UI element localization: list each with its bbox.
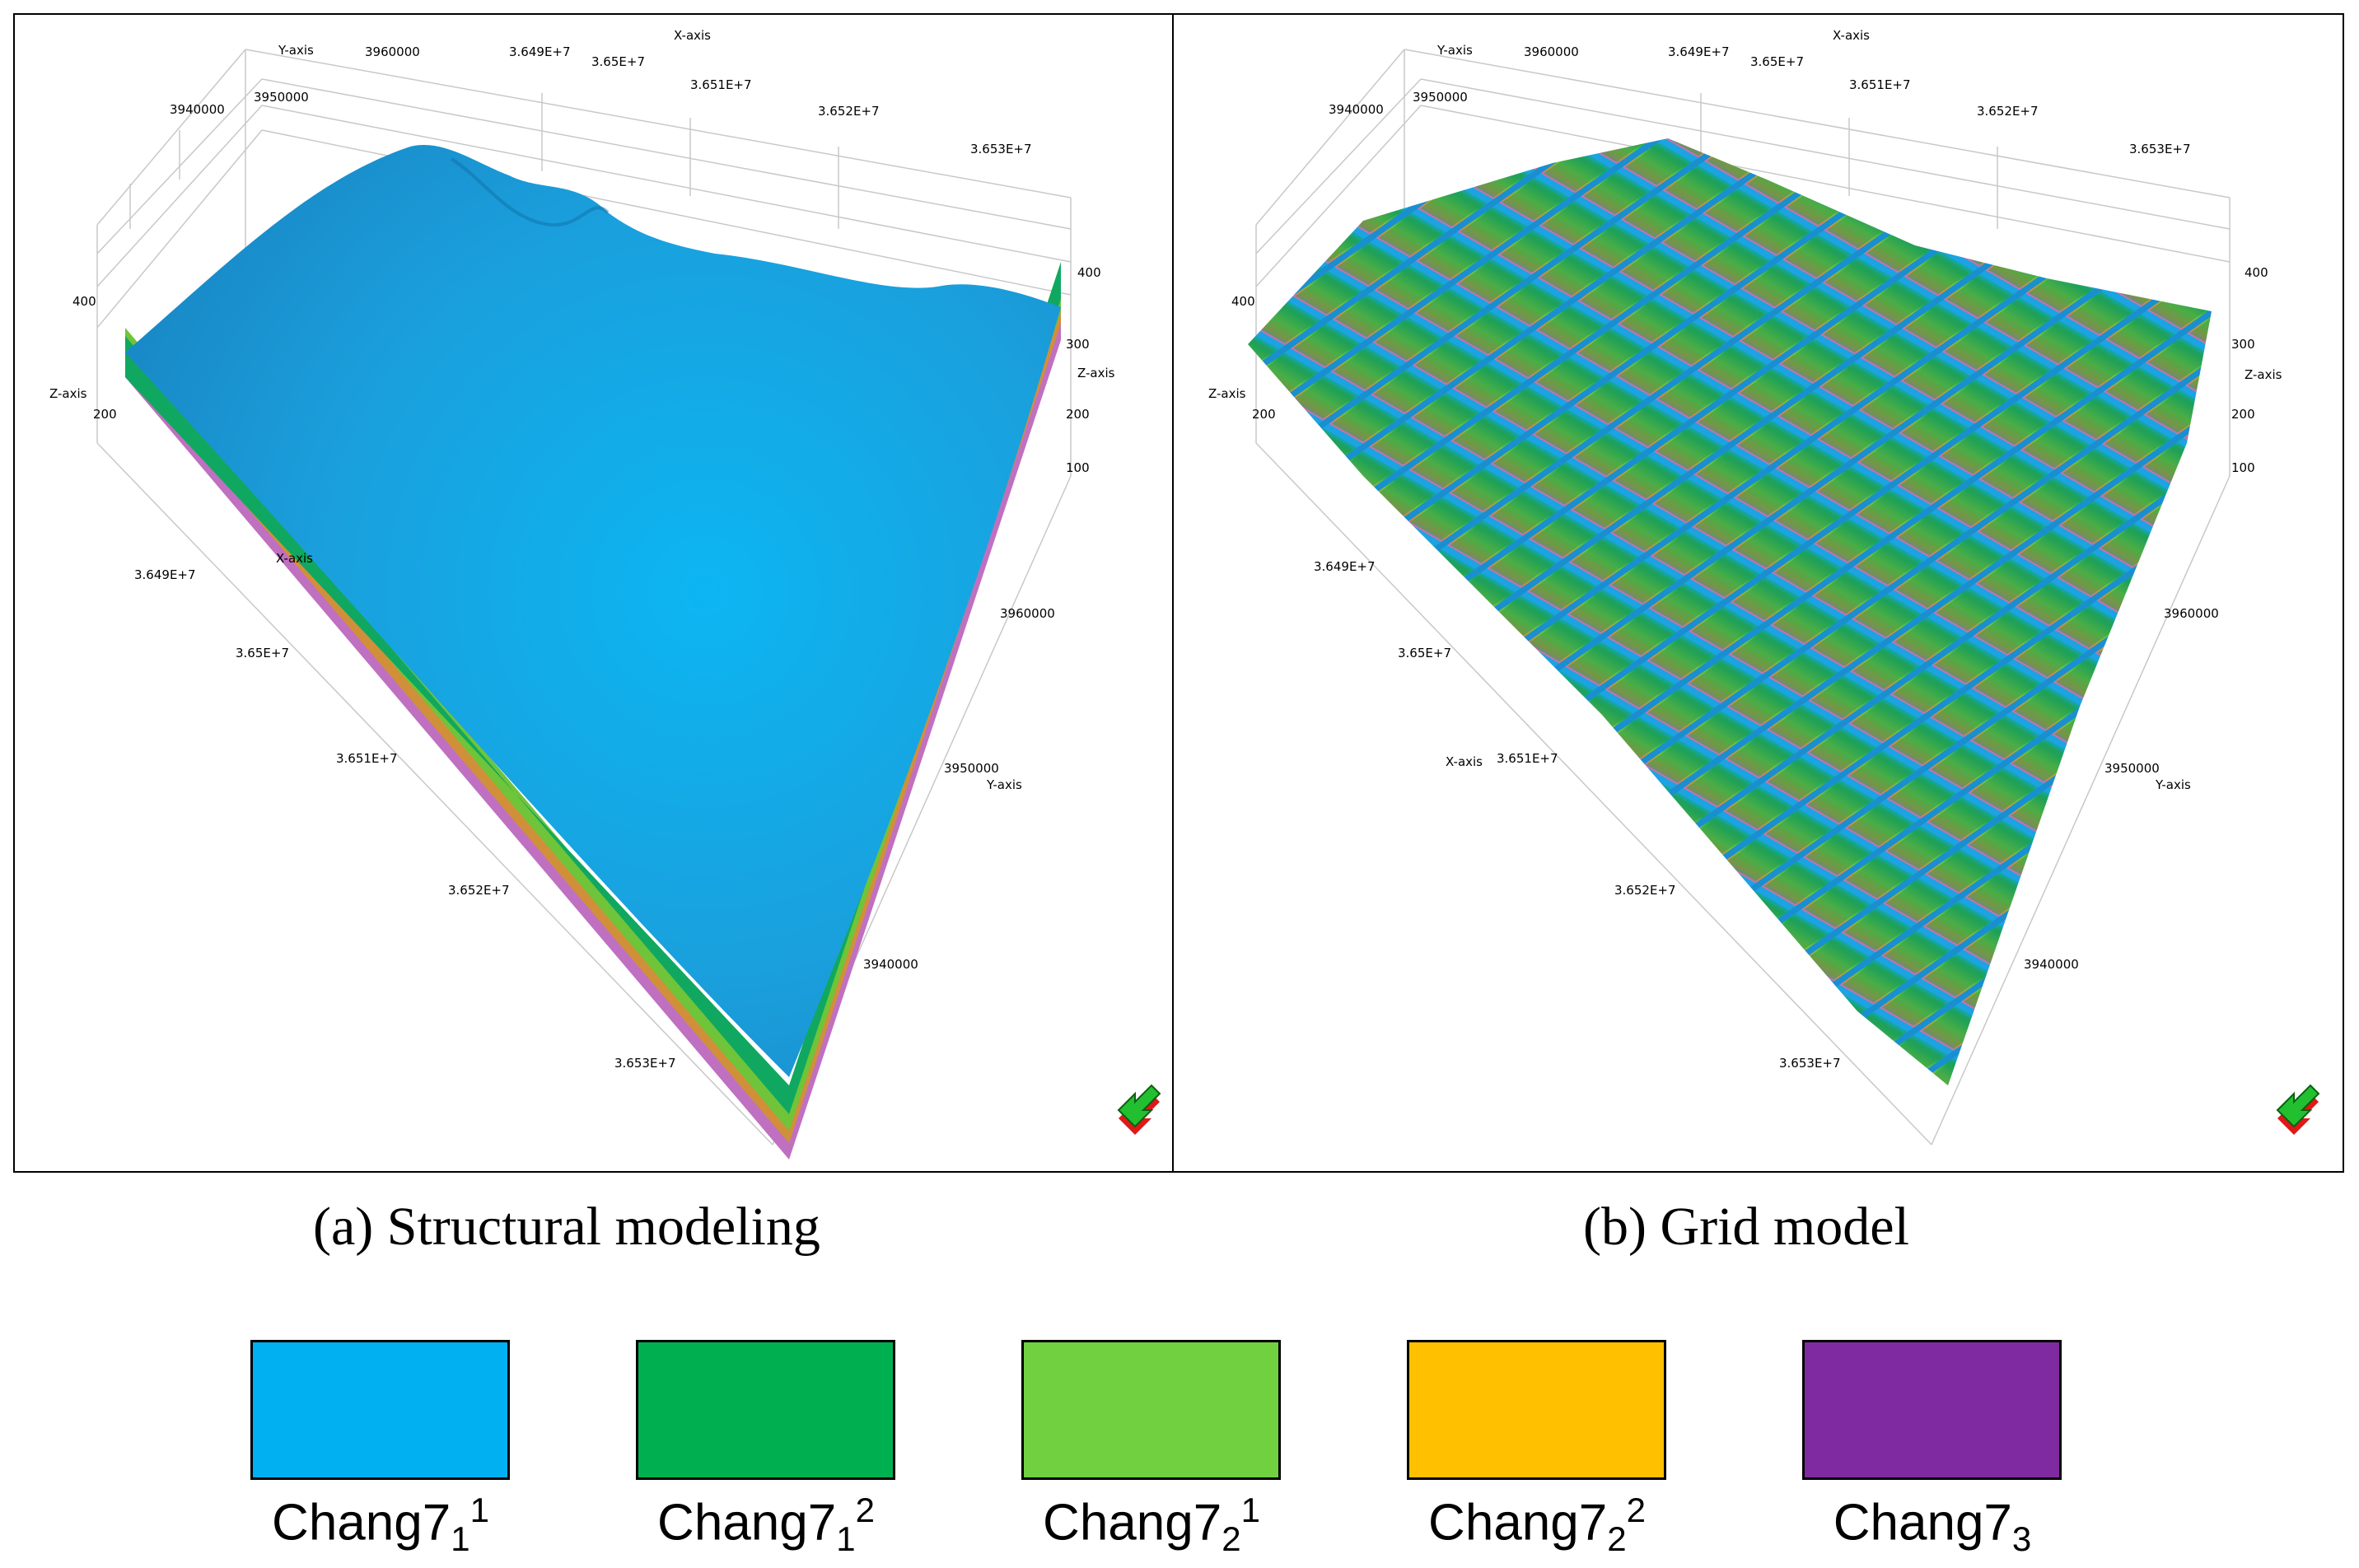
y-axis-label-front: Y-axis [2155, 777, 2191, 792]
panel-structural-model: Y-axis X-axis Z-axis X-axis Y-axis Z-axi… [13, 13, 1174, 1173]
legend-label-5: Chang73 [1833, 1494, 2032, 1559]
x-tick-top-5: 3.653E+7 [970, 142, 1032, 156]
x-tick-top-5: 3.653E+7 [2129, 142, 2191, 156]
y-tick-top-2: 3950000 [1413, 90, 1468, 105]
y-axis-label-front: Y-axis [986, 777, 1022, 792]
y-tick-top-1: 3940000 [170, 102, 225, 117]
z-tick-right-3: 200 [2231, 407, 2255, 422]
z-tick-right-2: 300 [2231, 337, 2255, 352]
y-tick-front-1: 3960000 [1000, 606, 1055, 621]
x-tick-top-1: 3.649E+7 [1668, 44, 1730, 59]
y-tick-front-3: 3940000 [2024, 957, 2079, 972]
top-surface-chang711 [125, 145, 1061, 1077]
legend-swatch-1 [250, 1340, 510, 1480]
x-tick-front-4: 3.652E+7 [448, 883, 510, 898]
x-tick-front-2: 3.65E+7 [236, 646, 289, 660]
legend-swatch-2 [636, 1340, 895, 1480]
x-tick-top-2: 3.65E+7 [1750, 54, 1804, 69]
x-tick-front-5: 3.653E+7 [614, 1056, 676, 1071]
x-tick-front-1: 3.649E+7 [134, 567, 196, 582]
y-tick-top-2: 3950000 [254, 90, 309, 105]
x-axis-label-front: X-axis [1446, 754, 1483, 769]
z-axis-label: Z-axis [1208, 386, 1246, 401]
z-tick-left-1: 400 [72, 294, 96, 309]
y-tick-top-3: 3960000 [365, 44, 420, 59]
x-tick-top-4: 3.652E+7 [818, 104, 880, 119]
x-axis-label: X-axis [674, 28, 711, 43]
legend-label-2: Chang712 [657, 1491, 875, 1559]
z-tick-left-2: 200 [1252, 407, 1276, 422]
caption-structural-modeling: (a) Structural modeling [313, 1197, 820, 1257]
x-axis-label-front: X-axis [276, 551, 313, 566]
y-tick-front-1: 3960000 [2164, 606, 2219, 621]
panel-grid-model: Y-axis X-axis Z-axis X-axis Y-axis Z-axi… [1172, 13, 2344, 1173]
z-tick-right-2: 300 [1066, 337, 1090, 352]
z-axis-label-right: Z-axis [2245, 367, 2282, 382]
x-axis-label: X-axis [1833, 28, 1870, 43]
y-tick-front-3: 3940000 [863, 957, 918, 972]
x-tick-front-1: 3.649E+7 [1314, 559, 1376, 574]
x-tick-front-3: 3.651E+7 [1497, 751, 1558, 766]
x-tick-front-4: 3.652E+7 [1614, 883, 1676, 898]
z-axis-label-right: Z-axis [1077, 366, 1115, 380]
x-tick-top-3: 3.651E+7 [690, 77, 752, 92]
x-tick-top-2: 3.65E+7 [591, 54, 645, 69]
legend-label-4: Chang722 [1428, 1491, 1646, 1559]
legend-label-3: Chang721 [1043, 1491, 1260, 1559]
z-tick-left-1: 400 [1231, 294, 1255, 309]
y-tick-top-3: 3960000 [1524, 44, 1579, 59]
bounding-box-grid [96, 49, 1072, 1146]
z-tick-right-1: 400 [1077, 265, 1101, 280]
z-tick-right-3: 200 [1066, 407, 1090, 422]
legend-swatch-3 [1021, 1340, 1281, 1480]
x-tick-front-3: 3.651E+7 [336, 751, 398, 766]
grid-mesh [1248, 138, 2212, 1085]
grid-model-plot: Y-axis X-axis Z-axis X-axis Y-axis Z-axi… [1208, 28, 2320, 1146]
z-axis-label: Z-axis [49, 386, 87, 401]
legend-label-1: Chang711 [272, 1491, 489, 1559]
orientation-arrow-icon [2276, 1084, 2320, 1135]
z-tick-right-4: 100 [1066, 460, 1090, 475]
surface-ridge [450, 157, 610, 227]
y-tick-front-2: 3950000 [2104, 761, 2160, 776]
x-tick-top-1: 3.649E+7 [509, 44, 571, 59]
x-tick-front-5: 3.653E+7 [1779, 1056, 1841, 1071]
orientation-arrow-icon [1117, 1084, 1161, 1135]
z-tick-right-1: 400 [2245, 265, 2268, 280]
x-tick-front-2: 3.65E+7 [1398, 646, 1451, 660]
y-axis-label: Y-axis [1436, 43, 1473, 58]
caption-grid-model: (b) Grid model [1583, 1197, 1909, 1257]
x-tick-top-3: 3.651E+7 [1849, 77, 1911, 92]
legend-swatch-4 [1407, 1340, 1666, 1480]
y-tick-front-2: 3950000 [944, 761, 999, 776]
legend-swatch-5 [1802, 1340, 2062, 1480]
structural-model-plot: Y-axis X-axis Z-axis X-axis Y-axis Z-axi… [49, 28, 1161, 1160]
z-tick-left-2: 200 [93, 407, 117, 422]
y-tick-top-1: 3940000 [1329, 102, 1384, 117]
z-tick-right-4: 100 [2231, 460, 2255, 475]
x-tick-top-4: 3.652E+7 [1977, 104, 2039, 119]
y-axis-label: Y-axis [278, 43, 314, 58]
